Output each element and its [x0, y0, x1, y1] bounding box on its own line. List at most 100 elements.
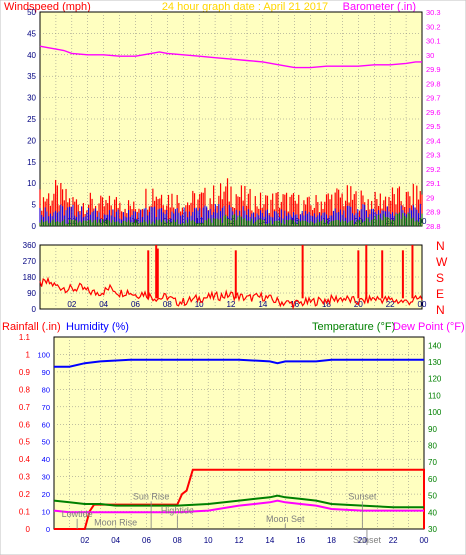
temperature-tick-label: 90 — [428, 425, 437, 434]
x-tick-label: 20 — [354, 217, 363, 226]
rainfall-axis-label: Rainfall (.in) — [2, 321, 61, 333]
temperature-tick-label: 140 — [428, 341, 442, 350]
x-tick-label: 12 — [227, 300, 236, 309]
y-tick-label-left: 90 — [27, 289, 36, 298]
y-tick-label-left: 20 — [27, 136, 36, 145]
y-tick-label-left: 1 — [26, 350, 31, 359]
x-tick-label: 00 — [418, 300, 427, 309]
temperature-tick-label: 100 — [428, 408, 442, 417]
temperature-line — [53, 494, 424, 509]
y-tick-label-left: 0.6 — [19, 420, 31, 429]
x-tick-label: 22 — [386, 300, 395, 309]
humidity-tick-label: 40 — [42, 455, 50, 464]
y-tick-label-left: 360 — [23, 241, 37, 250]
y-tick-label-left: 35 — [27, 72, 36, 81]
y-tick-label-left: 0.4 — [19, 455, 31, 464]
event-label: Hightide — [161, 505, 194, 515]
x-tick-label: 10 — [204, 536, 213, 545]
compass-label: E — [436, 287, 444, 301]
x-tick-label: 08 — [173, 536, 182, 545]
x-tick-label: 22 — [389, 536, 398, 545]
temperature-tick-label: 130 — [428, 358, 442, 367]
temperature-tick-label: 70 — [428, 458, 437, 467]
y-tick-label-left: 0.9 — [19, 368, 31, 377]
y-tick-label-right: 29.1 — [426, 179, 441, 188]
dewpoint-line — [53, 499, 424, 514]
graph-title: 24 hour graph date : April 21 2017 — [162, 1, 328, 13]
wind-direction-line — [39, 276, 423, 311]
rain-humidity-temperature-panel: 0 0.1 0.2 0.3 0.4 0.5 0.6 0.7 0.8 0.9 1 1.1 0 10 20 30 4… — [19, 333, 442, 545]
y-tick-label-left: 0.2 — [19, 490, 31, 499]
x-tick-label: 16 — [296, 536, 305, 545]
event-label: Moon Set — [266, 514, 305, 524]
y-tick-label-left: 30 — [27, 94, 36, 103]
y-tick-label-left: 15 — [27, 158, 36, 167]
wind-barometer-panel: 0 5 10 15 20 25 30 35 40 45 50 28.8 28.9 29 29.1 29.2 29… — [27, 8, 441, 231]
y-tick-label-left: 10 — [27, 179, 36, 188]
y-tick-label-left: 45 — [27, 29, 36, 38]
x-tick-label: 06 — [131, 300, 140, 309]
y-tick-label-left: 40 — [27, 51, 36, 60]
compass-label: S — [436, 271, 444, 285]
y-tick-label-left: 0.3 — [19, 473, 31, 482]
humidity-tick-label: 100 — [37, 350, 50, 359]
y-tick-label-right: 29.6 — [426, 108, 441, 117]
y-tick-label-right: 30.3 — [426, 8, 441, 17]
temperature-tick-label: 120 — [428, 375, 442, 384]
temperature-tick-label: 110 — [428, 391, 441, 400]
y-tick-label-right: 29.3 — [426, 151, 441, 160]
humidity-tick-label: 50 — [42, 438, 50, 447]
y-tick-label-left: 25 — [27, 115, 36, 124]
y-tick-label-left: 0.8 — [19, 385, 31, 394]
y-tick-label-right: 28.9 — [426, 208, 441, 217]
y-tick-label-right: 30 — [426, 51, 434, 60]
y-tick-label-left: 180 — [23, 273, 37, 282]
x-tick-label: 20 — [358, 536, 367, 545]
x-tick-label: 04 — [111, 536, 120, 545]
x-tick-label: 14 — [258, 217, 267, 226]
y-tick-label-left: 270 — [23, 257, 37, 266]
x-tick-label: 10 — [195, 300, 204, 309]
humidity-tick-label: 60 — [42, 420, 50, 429]
compass-label: W — [436, 255, 448, 269]
y-tick-label-right: 29.8 — [426, 79, 441, 88]
y-tick-label-left: 0 — [26, 525, 31, 534]
humidity-tick-label: 20 — [42, 490, 50, 499]
x-tick-label: 06 — [142, 536, 151, 545]
temperature-tick-label: 60 — [428, 475, 437, 484]
x-tick-label: 02 — [67, 217, 76, 226]
y-tick-label-left: 5 — [32, 201, 37, 210]
y-tick-label-right: 29.7 — [426, 94, 441, 103]
x-tick-label: 04 — [99, 300, 108, 309]
event-label: Lowtide — [62, 509, 93, 519]
y-tick-label-right: 30.1 — [426, 37, 441, 46]
x-tick-label: 14 — [258, 300, 267, 309]
y-tick-label-left: 0 — [32, 305, 37, 314]
x-tick-label: 08 — [163, 217, 172, 226]
barometer-line — [39, 45, 422, 69]
humidity-tick-label: 0 — [46, 525, 50, 534]
x-tick-label: 02 — [67, 300, 76, 309]
temperature-tick-label: 30 — [428, 525, 437, 534]
humidity-tick-label: 80 — [42, 385, 50, 394]
x-tick-label: 08 — [163, 300, 172, 309]
y-tick-label-right: 29 — [426, 193, 434, 202]
y-tick-label-left: 0.1 — [19, 508, 31, 517]
temperature-tick-label: 80 — [428, 442, 437, 451]
y-tick-label-left: 0.7 — [19, 403, 31, 412]
dewpoint-axis-label: Dew Point (°F) — [393, 321, 465, 333]
event-label: Sunset — [353, 535, 382, 545]
x-tick-label: 18 — [327, 536, 336, 545]
y-tick-label-right: 30.2 — [426, 22, 441, 31]
rainfall-line — [54, 468, 425, 530]
humidity-tick-label: 90 — [42, 368, 50, 377]
x-tick-label: 02 — [80, 536, 89, 545]
humidity-tick-label: 10 — [42, 508, 50, 517]
y-tick-label-left: 0.5 — [19, 438, 31, 447]
x-tick-label: 18 — [322, 300, 331, 309]
x-tick-label: 12 — [235, 536, 244, 545]
temperature-tick-label: 50 — [428, 492, 437, 501]
